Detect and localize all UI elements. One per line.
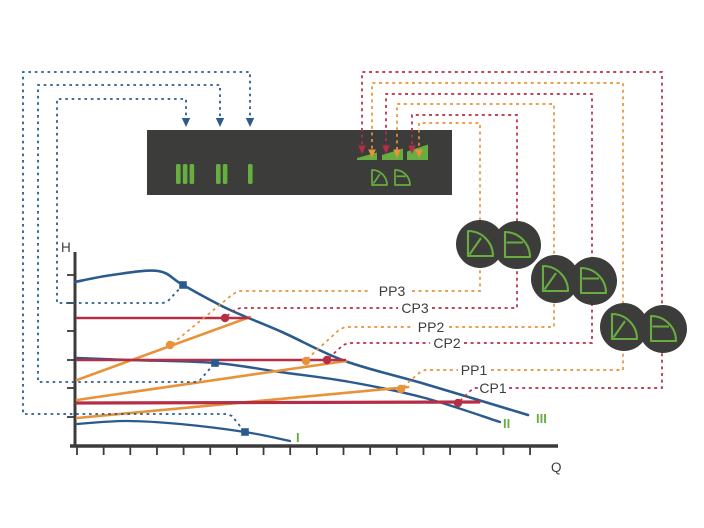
duty-point-PP1 [396,384,406,394]
speed-setting-I [248,164,253,184]
connector-PP2-panel-arrowhead [393,149,401,158]
cp3-mode-circle-cp-icon [503,230,532,259]
duty-point-speed-I [241,428,249,436]
connector-CP1-label-left [459,387,478,402]
connector-PP3-panel-arrowhead [415,149,423,158]
pp1-mode-circle-pp-icon [610,312,639,341]
x-axis-label: Q [551,460,562,475]
connector-speed-II-arrowhead [215,118,225,127]
connector-speed-I [22,71,251,432]
duty-point-speed-III [179,281,187,289]
pump-curve-I-label: I [296,430,300,445]
connector-CP2-panel [385,93,593,344]
label-PP3: PP3 [379,283,406,299]
prop-pressure-line-PP3 [75,315,252,382]
label-PP1: PP1 [461,362,488,378]
y-axis-label: H [61,240,71,255]
connector-CP1-panel-arrowhead [358,145,366,154]
duty-point-CP2 [322,355,332,365]
connector-PP1-panel-arrowhead [368,149,376,158]
connector-CP2-panel-arrowhead [382,145,390,154]
duty-point-CP1 [453,398,463,408]
connector-speed-III-arrowhead [181,118,191,127]
const-pressure-line-CP1 [75,400,481,405]
pp3-mode-circle-pp-icon [466,229,495,258]
proportional-pressure-icon [371,169,388,186]
connector-CP3-panel [411,114,518,309]
label-CP2: CP2 [433,335,460,351]
duty-point-CP3 [220,313,230,323]
connector-CP1-panel [361,71,663,389]
label-CP1: CP1 [479,380,506,396]
duty-point-PP2 [301,356,311,366]
pump-curve-I [75,419,292,443]
connector-PP2-label-left [306,326,414,360]
cp1-mode-circle [639,305,687,353]
connector-speed-II [37,84,221,383]
pp2-mode-circle-pp-icon [541,264,570,293]
prop-pressure-line-PP2 [75,359,348,402]
duty-point-speed-II [211,359,219,367]
connector-PP3-panel [412,122,481,292]
label-PP2: PP2 [418,319,445,335]
connector-PP1-panel [371,82,624,371]
connector-speed-I-arrowhead [245,118,255,127]
connector-CP3-label-left [226,307,398,317]
connector-CP2-label-left [328,342,430,359]
pump-curve-II-label: II [503,416,510,431]
speed-setting-II [216,164,228,184]
connector-CP3-panel-arrowhead [408,145,416,154]
speed-setting-III [176,164,195,184]
cp2-mode-circle [569,257,617,305]
duty-point-PP3 [165,340,175,350]
cp1-mode-circle-cp-icon [649,314,678,343]
label-CP3: CP3 [401,300,428,316]
cp2-mode-circle-cp-icon [579,266,608,295]
cp3-mode-circle [493,221,541,269]
constant-pressure-icon [394,169,411,186]
pump-curve-III [73,269,530,417]
pump-curve-III-label: III [536,411,547,426]
